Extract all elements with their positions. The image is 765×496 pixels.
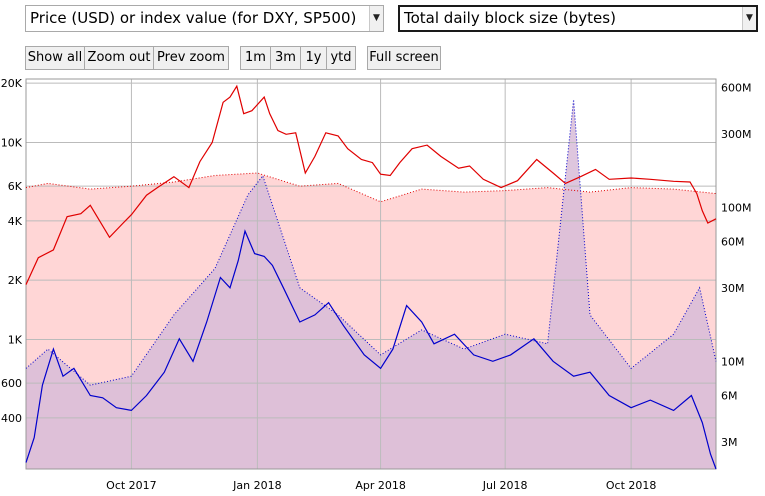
y-right-tick-label: 10M [721, 355, 745, 368]
y-left-tick-label: 6K [8, 180, 23, 193]
y-left-tick-label: 20K [1, 77, 23, 90]
y-left-tick-label: 4K [8, 215, 23, 228]
range-3m-button[interactable]: 3m [270, 46, 301, 70]
x-tick-label: Apr 2018 [355, 479, 406, 492]
range-1y-button[interactable]: 1y [300, 46, 327, 70]
y-right-tick-label: 600M [721, 81, 752, 94]
y-left-tick-label: 10K [1, 136, 23, 149]
price-series-select[interactable]: Price (USD) or index value (for DXY, SP5… [25, 5, 384, 32]
range-1m-button[interactable]: 1m [240, 46, 271, 70]
range-ytd-button[interactable]: ytd [326, 46, 356, 70]
x-tick-label: Jan 2018 [232, 479, 281, 492]
price-line [25, 84, 717, 285]
x-tick-label: Oct 2018 [606, 479, 657, 492]
chevron-down-icon: ▼ [742, 7, 756, 30]
y-right-tick-label: 6M [721, 389, 738, 402]
y-left-tick-label: 400 [1, 412, 22, 425]
y-right-tick-label: 100M [721, 201, 752, 214]
x-tick-label: Oct 2017 [106, 479, 157, 492]
y-left-tick-label: 2K [8, 274, 23, 287]
plot-frame [25, 78, 717, 470]
price-series-select-value: Price (USD) or index value (for DXY, SP5… [30, 9, 357, 27]
metric-series-select-value: Total daily block size (bytes) [404, 9, 616, 27]
y-left-tick-label: 600 [1, 377, 22, 390]
zoom-out-button[interactable]: Zoom out [84, 46, 154, 70]
y-right-tick-label: 30M [721, 282, 745, 295]
price-dotted-line [25, 172, 717, 203]
prev-zoom-button[interactable]: Prev zoom [153, 46, 229, 70]
y-right-tick-label: 60M [721, 235, 745, 248]
block-size-line [25, 229, 717, 470]
y-right-tick-label: 3M [721, 436, 738, 449]
y-left-tick-label: 1K [8, 333, 23, 346]
metric-series-select[interactable]: Total daily block size (bytes) ▼ [398, 5, 758, 32]
full-screen-button[interactable]: Full screen [367, 46, 441, 70]
x-tick-label: Jul 2018 [482, 479, 528, 492]
block-size-area-fill [26, 99, 716, 469]
chevron-down-icon: ▼ [369, 6, 383, 31]
block-size-dotted-line [25, 99, 717, 386]
y-right-tick-label: 300M [721, 128, 752, 141]
